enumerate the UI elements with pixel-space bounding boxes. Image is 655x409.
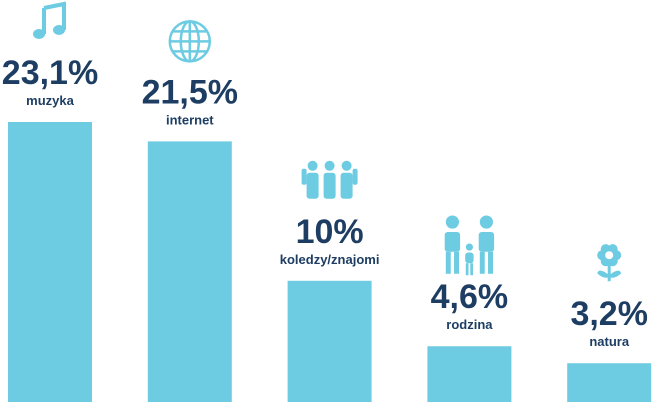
category-label: natura	[589, 334, 630, 349]
icon-shape	[479, 251, 485, 274]
icon-shape	[352, 168, 358, 185]
icon-shape	[53, 25, 65, 35]
icon-shape	[465, 263, 469, 276]
bar	[567, 363, 652, 402]
value-label: 21,5%	[142, 73, 238, 111]
icon-shape	[470, 263, 473, 276]
value-label: 23,1%	[2, 54, 98, 92]
bar	[147, 141, 232, 403]
bar	[427, 346, 512, 402]
icon-shape	[445, 251, 451, 274]
icon	[444, 215, 495, 276]
icon-shape	[324, 160, 335, 171]
icon-shape	[42, 1, 66, 34]
icon-shape	[301, 168, 307, 185]
icon-shape	[307, 160, 318, 171]
value-label: 4,6%	[431, 278, 509, 316]
icon-shape	[597, 270, 622, 278]
bar	[8, 122, 92, 402]
icon	[33, 1, 66, 39]
icon-shape	[306, 172, 319, 199]
icon-shape	[465, 243, 473, 251]
icon-shape	[444, 231, 461, 252]
category-label: internet	[166, 112, 214, 127]
icon-shape	[454, 251, 459, 274]
icon	[168, 20, 212, 63]
value-label: 3,2%	[570, 295, 648, 333]
icon-shape	[488, 251, 493, 274]
icon-shape	[445, 215, 459, 229]
bar	[287, 280, 372, 402]
category-label: koledzy/znajomi	[280, 252, 380, 267]
icon-shape	[479, 215, 493, 229]
icon-shape	[323, 172, 336, 199]
icon	[597, 244, 622, 282]
value-label: 10%	[296, 213, 364, 251]
icon-shape	[465, 252, 474, 264]
icon-shape	[605, 251, 614, 260]
icon-shape	[340, 172, 353, 199]
icon-shape	[33, 29, 45, 39]
icon-shape	[478, 231, 495, 252]
icon	[301, 160, 358, 199]
category-label: rodzina	[446, 317, 493, 332]
icon-shape	[341, 160, 352, 171]
category-label: muzyka	[26, 93, 74, 108]
